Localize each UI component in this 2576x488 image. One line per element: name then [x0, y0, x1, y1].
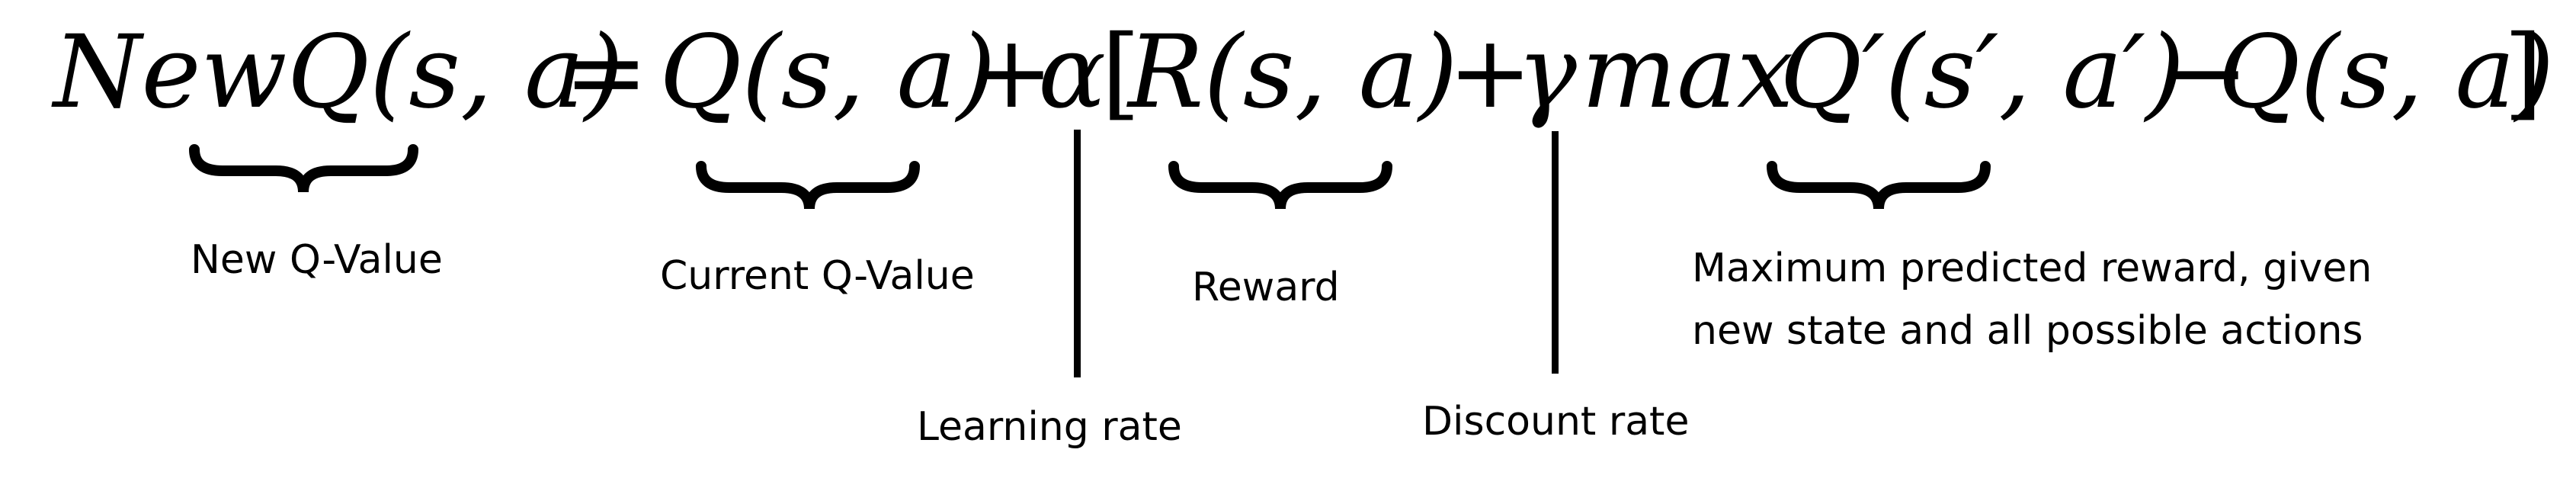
equation-next-q: Q′(s′, a′): [1780, 14, 2184, 131]
equation-plus-sign-2: +: [1448, 14, 1533, 131]
equation-max: max: [1581, 14, 1793, 131]
equation-alpha: α: [1038, 14, 1106, 131]
max-predicted-reward-label-line1: Maximum predicted reward, given: [1692, 246, 2373, 291]
equation-lhs: NewQ(s, a): [51, 14, 623, 131]
equation-minus-sign: −: [2164, 14, 2249, 131]
q-learning-equation: NewQ(s, a) = Q(s, a) + α [ R(s, a) + γ m…: [51, 14, 2555, 131]
max-predicted-brace-icon: [1767, 161, 1991, 210]
new-q-brace-icon: [189, 144, 418, 193]
learning-rate-pointer-line: [1074, 130, 1081, 377]
current-q-value-label: Current Q-Value: [660, 253, 975, 299]
learning-rate-label: Learning rate: [917, 404, 1182, 450]
current-q-brace-icon: [696, 161, 920, 210]
max-predicted-reward-label-line2: new state and all possible actions: [1692, 308, 2363, 354]
equation-old-q: Q(s, a): [2218, 14, 2555, 131]
new-q-value-label: New Q-Value: [191, 237, 443, 283]
equation-current-q: Q(s, a): [659, 14, 996, 131]
equation-gamma: γ: [1517, 14, 1578, 131]
equation-plus-sign: +: [969, 14, 1054, 131]
equation-open-bracket: [: [1101, 14, 1141, 131]
discount-rate-pointer-line: [1552, 131, 1559, 374]
equation-reward: R(s, a): [1126, 14, 1458, 131]
reward-brace-icon: [1168, 161, 1392, 210]
equation-equals-sign: =: [564, 14, 649, 131]
discount-rate-label: Discount rate: [1422, 399, 1690, 445]
equation-close-bracket: ]: [2504, 14, 2543, 131]
reward-label: Reward: [1192, 265, 1340, 310]
